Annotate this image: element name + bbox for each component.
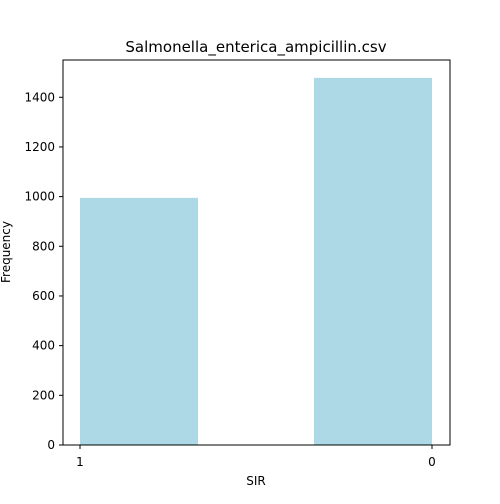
y-tick-label: 800 [32, 239, 55, 253]
x-tick-label: 1 [76, 455, 84, 469]
x-axis-label: SIR [246, 474, 266, 488]
bar-1 [80, 197, 198, 445]
y-tick-label: 0 [47, 438, 55, 452]
y-tick-label: 1400 [24, 90, 55, 104]
y-axis-label: Frequency [0, 221, 13, 283]
y-tick-label: 400 [32, 339, 55, 353]
plot-frame [62, 59, 451, 446]
y-tick-label: 600 [32, 289, 55, 303]
chart-title: Salmonella_enterica_ampicillin.csv [125, 38, 386, 57]
y-tick-label: 200 [32, 388, 55, 402]
y-axis: 0 200 400 600 800 1000 1200 1400 [24, 90, 63, 452]
x-tick-label: 0 [428, 455, 436, 469]
bars-layer [80, 77, 432, 445]
y-tick-label: 1200 [24, 140, 55, 154]
bar-0 [314, 77, 432, 445]
y-tick-label: 1000 [24, 190, 55, 204]
